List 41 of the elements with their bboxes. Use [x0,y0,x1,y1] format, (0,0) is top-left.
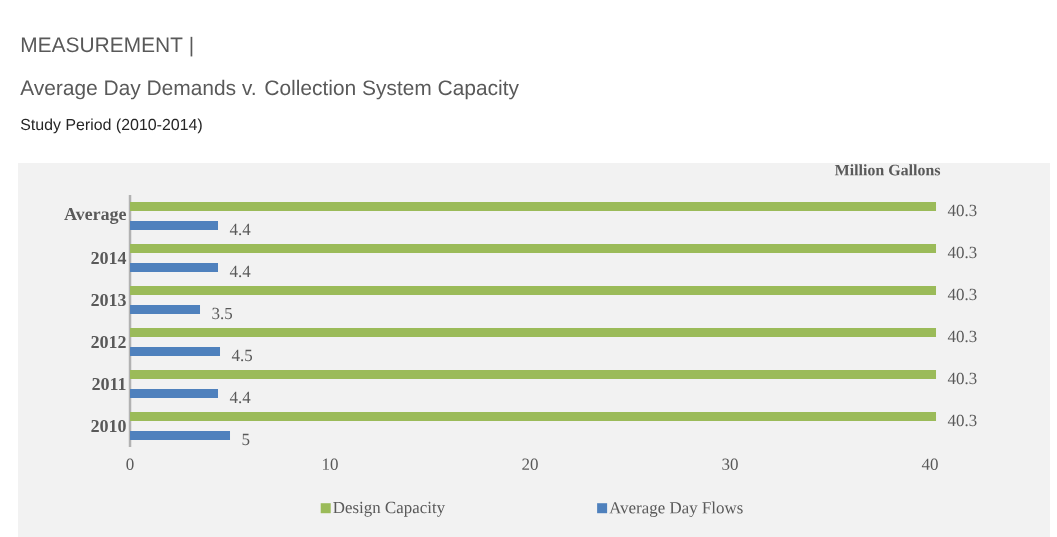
x-axis-title: Million Gallons [834,164,941,176]
data-label: 5 [242,433,250,446]
bar [130,263,219,272]
bar [130,244,937,253]
y-tick-label: 2012 [91,335,126,349]
data-label: 40.3 [947,246,977,259]
chart-subtitle: Average Day Demands v. Collection System Capacity [20,79,519,100]
x-tick-label: 30 [722,458,738,470]
bar [130,389,219,398]
y-tick-label: Average [64,208,127,224]
y-tick-label: 2010 [91,419,126,433]
y-tick-label: 2013 [91,293,126,307]
data-label: 4.4 [229,265,251,278]
data-label: 40.3 [947,288,977,301]
legend-label: Average Day Flows [609,501,743,517]
data-label: 40.3 [947,204,977,217]
x-tick-label: 0 [126,458,134,470]
x-tick-label: 20 [522,458,538,470]
bar [130,328,937,337]
data-label: 4.4 [229,391,251,404]
data-label: 40.3 [947,414,977,427]
bar [130,370,937,379]
bar [130,202,937,211]
bar [130,347,221,356]
bar [130,412,937,421]
y-tick-label: 2014 [91,251,127,265]
bar [130,305,201,314]
data-label: 3.5 [212,307,233,320]
bar [130,286,937,295]
bar [130,431,231,440]
bar [130,221,219,230]
data-label: 40.3 [947,330,977,343]
legend-label: Design Capacity [333,501,446,517]
data-label: 40.3 [947,372,977,385]
text: Study Period (2010-2014) [20,118,202,134]
chart-title: MEASUREMENT | [21,36,193,57]
x-tick-label: 10 [323,458,338,470]
data-label: 4.4 [229,223,251,236]
x-tick-label: 40 [921,458,938,470]
data-label: 4.5 [231,349,253,362]
y-tick-label: 2011 [92,377,126,391]
